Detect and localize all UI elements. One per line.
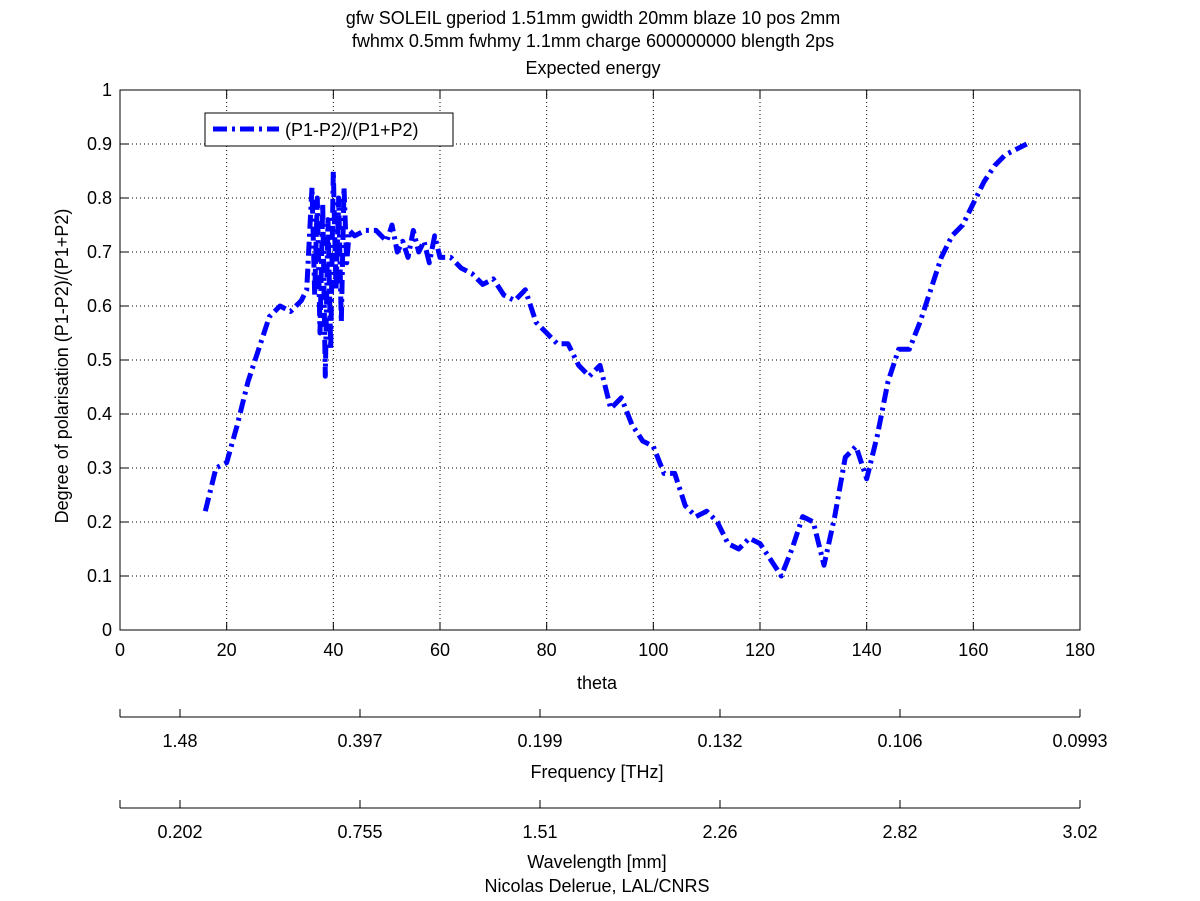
credit-text: Nicolas Delerue, LAL/CNRS xyxy=(484,876,709,896)
tick-marks xyxy=(119,89,1081,631)
y-tick-labels: 0 0.1 0.2 0.3 0.4 0.5 0.6 0.7 0.8 0.9 1 xyxy=(87,80,112,640)
y-tick-label: 0.6 xyxy=(87,296,112,316)
wavelength-axis: 0.202 0.755 1.51 2.26 2.82 3.02 xyxy=(119,800,1098,842)
wavelength-tick-label: 2.26 xyxy=(702,822,737,842)
y-tick-label: 0.7 xyxy=(87,242,112,262)
y-tick-label: 0.5 xyxy=(87,350,112,370)
y-tick-label: 0.3 xyxy=(87,458,112,478)
x-tick-label: 20 xyxy=(217,640,237,660)
frequency-axis: 1.48 0.397 0.199 0.132 0.106 0.0993 xyxy=(119,709,1108,751)
plot-frame xyxy=(119,89,1081,631)
x-tick-label: 0 xyxy=(115,640,125,660)
wavelength-tick-label: 0.755 xyxy=(337,822,382,842)
wavelength-axis-label: Wavelength [mm] xyxy=(527,852,666,872)
frequency-axis-label: Frequency [THz] xyxy=(530,762,663,782)
chart-title-line-3: Expected energy xyxy=(525,58,660,78)
x-axis-label: theta xyxy=(577,673,618,693)
y-tick-label: 0.9 xyxy=(87,134,112,154)
x-tick-label: 40 xyxy=(323,640,343,660)
wavelength-tick-label: 1.51 xyxy=(522,822,557,842)
series-line-1 xyxy=(202,141,1028,579)
frequency-tick-label: 0.132 xyxy=(697,731,742,751)
wavelength-tick-label: 2.82 xyxy=(882,822,917,842)
y-tick-label: 0 xyxy=(102,620,112,640)
x-tick-label: 140 xyxy=(852,640,882,660)
frequency-tick-label: 0.397 xyxy=(337,731,382,751)
y-tick-label: 0.8 xyxy=(87,188,112,208)
x-tick-label: 120 xyxy=(745,640,775,660)
x-tick-label: 100 xyxy=(638,640,668,660)
y-tick-label: 1 xyxy=(102,80,112,100)
y-axis-label: Degree of polarisation (P1-P2)/(P1+P2) xyxy=(52,209,72,524)
x-tick-label: 160 xyxy=(958,640,988,660)
frequency-tick-label: 0.0993 xyxy=(1052,731,1107,751)
x-tick-label: 60 xyxy=(430,640,450,660)
series-group xyxy=(202,141,1028,579)
x-tick-label: 180 xyxy=(1065,640,1095,660)
y-tick-label: 0.4 xyxy=(87,404,112,424)
frequency-tick-label: 1.48 xyxy=(162,731,197,751)
chart-title-line-2: fwhmx 0.5mm fwhmy 1.1mm charge 600000000… xyxy=(352,31,834,51)
y-tick-label: 0.2 xyxy=(87,512,112,532)
legend: (P1-P2)/(P1+P2) xyxy=(204,112,454,147)
chart-title-line-1: gfw SOLEIL gperiod 1.51mm gwidth 20mm bl… xyxy=(346,8,841,28)
x-tick-label: 80 xyxy=(537,640,557,660)
frequency-tick-label: 0.199 xyxy=(517,731,562,751)
wavelength-tick-label: 0.202 xyxy=(157,822,202,842)
wavelength-tick-label: 3.02 xyxy=(1062,822,1097,842)
frequency-tick-label: 0.106 xyxy=(877,731,922,751)
legend-label: (P1-P2)/(P1+P2) xyxy=(285,120,419,140)
x-tick-labels: 0 20 40 60 80 100 120 140 160 180 xyxy=(115,640,1095,660)
y-tick-label: 0.1 xyxy=(87,566,112,586)
